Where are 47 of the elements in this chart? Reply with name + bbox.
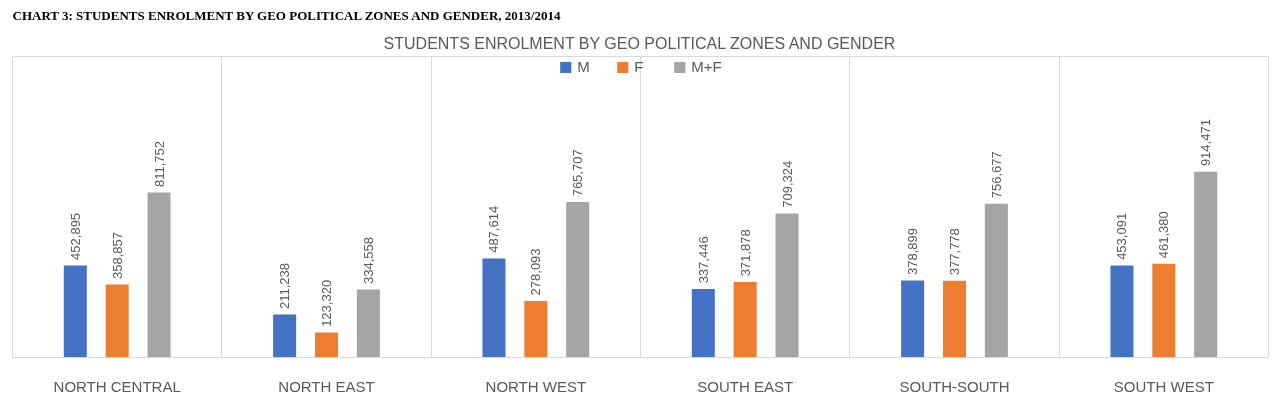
data-label: 487,614 xyxy=(486,205,502,253)
bar xyxy=(775,213,799,358)
bar xyxy=(1152,263,1176,358)
bar xyxy=(356,289,380,358)
caption: CHART 3: STUDENTS ENROLMENT BY GEO POLITICAL ZONES AND GENDER, 2013/2014 xyxy=(12,7,561,23)
bar xyxy=(105,284,129,358)
data-label: 123,320 xyxy=(319,279,334,327)
legend-label: F xyxy=(634,58,645,75)
bar xyxy=(733,281,757,358)
data-label: 709,324 xyxy=(779,160,795,208)
bar xyxy=(314,332,339,358)
x-tick-label: SOUTH-SOUTH xyxy=(899,377,1010,395)
data-label: 371,878 xyxy=(737,229,753,277)
data-label: 453,091 xyxy=(1114,212,1130,260)
data-label: 811,752 xyxy=(151,140,167,187)
x-tick-label: NORTH WEST xyxy=(485,377,587,395)
data-label: 914,471 xyxy=(1198,119,1214,167)
bar xyxy=(1194,171,1218,358)
data-label: 337,446 xyxy=(695,236,711,284)
bar xyxy=(566,201,590,358)
bar xyxy=(63,265,87,358)
data-label: 377,778 xyxy=(947,228,962,276)
x-tick-label: NORTH EAST xyxy=(278,377,375,395)
data-label: 358,857 xyxy=(109,232,125,280)
data-label: 765,707 xyxy=(570,149,586,197)
data-label: 334,558 xyxy=(360,236,376,284)
data-label: 378,899 xyxy=(905,227,921,275)
x-tick-label: SOUTH WEST xyxy=(1113,377,1214,395)
bar xyxy=(901,280,925,358)
data-label: 278,093 xyxy=(528,248,544,296)
data-label: 756,677 xyxy=(988,151,1004,199)
chart-title: STUDENTS ENROLMENT BY GEO POLITICAL ZONES AND GENDER xyxy=(383,34,896,52)
bar xyxy=(482,258,506,358)
bar xyxy=(1110,265,1134,358)
x-tick-label: SOUTH EAST xyxy=(697,377,794,395)
bar xyxy=(147,192,171,358)
x-tick-label: NORTH CENTRAL xyxy=(53,377,181,395)
bar xyxy=(691,288,715,358)
data-label: 211,238 xyxy=(277,262,293,310)
bar xyxy=(524,301,548,358)
data-label: 452,895 xyxy=(67,212,83,260)
bar xyxy=(984,203,1008,358)
legend-label: M+F xyxy=(691,58,722,75)
data-label: 461,380 xyxy=(1156,211,1172,259)
legend-label: M xyxy=(577,58,591,75)
bar xyxy=(273,314,297,358)
bar xyxy=(942,280,967,358)
